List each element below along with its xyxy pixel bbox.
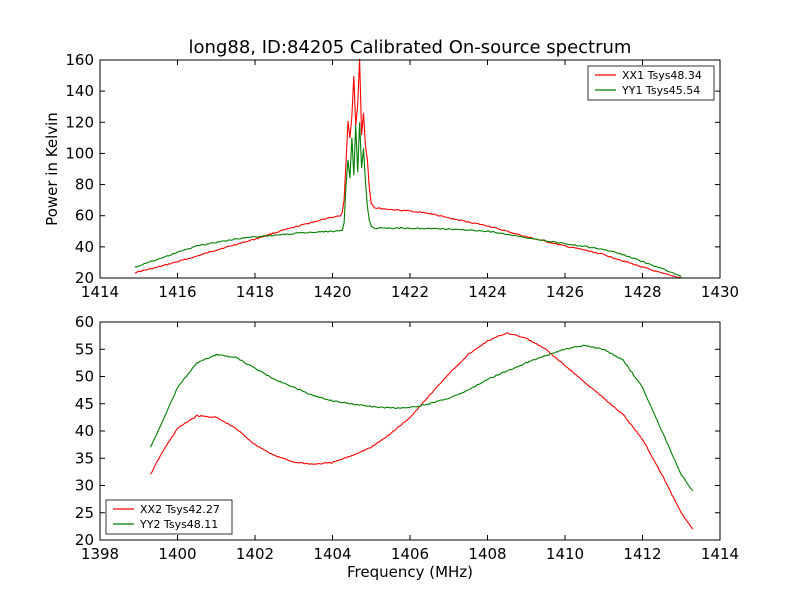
top-legend-label-2: YY1 Tsys45.54 bbox=[621, 84, 700, 97]
top-y-tick-label: 60 bbox=[75, 207, 94, 225]
bottom-x-tick-label: 1410 bbox=[546, 545, 584, 563]
top-y-tick-label: 20 bbox=[75, 269, 94, 287]
top-y-axis-label: Power in Kelvin bbox=[43, 112, 61, 226]
bottom-series-line-1 bbox=[149, 332, 694, 530]
top-x-tick-label: 1424 bbox=[468, 283, 506, 301]
bottom-y-tick-label: 20 bbox=[75, 531, 94, 549]
top-x-tick-label: 1428 bbox=[623, 283, 661, 301]
top-y-tick-label: 100 bbox=[65, 144, 94, 162]
top-series-line-1 bbox=[134, 58, 682, 279]
top-plot: 1414 1416 1418 1420 1422 1424 1426 1428 1430 20 40… bbox=[65, 51, 739, 301]
bottom-y-tick-label: 40 bbox=[75, 422, 94, 440]
bottom-plot: 1398 1400 1402 1404 1406 1408 1410 1412 1414 20 25… bbox=[75, 313, 739, 563]
top-y-tick-label: 80 bbox=[75, 176, 94, 194]
top-x-tick-label: 1418 bbox=[236, 283, 274, 301]
bottom-legend: XX2 Tsys42.27 YY2 Tsys48.11 bbox=[105, 499, 233, 535]
top-x-tick-label: 1416 bbox=[158, 283, 196, 301]
bottom-legend-label-2: YY2 Tsys48.11 bbox=[139, 518, 218, 531]
top-legend-box bbox=[587, 65, 715, 101]
top-x-tick-label: 1420 bbox=[313, 283, 351, 301]
top-y-tick-label: 120 bbox=[65, 113, 94, 131]
top-legend: XX1 Tsys48.34 YY1 Tsys45.54 bbox=[587, 65, 715, 101]
bottom-x-tick-label: 1408 bbox=[468, 545, 506, 563]
bottom-x-tick-label: 1406 bbox=[391, 545, 429, 563]
bottom-legend-box bbox=[105, 499, 233, 535]
bottom-y-tick-label: 55 bbox=[75, 340, 94, 358]
top-legend-label-1: XX1 Tsys48.34 bbox=[622, 69, 702, 82]
top-y-tick-label: 160 bbox=[65, 51, 94, 69]
figure-title: long88, ID:84205 Calibrated On-source sp… bbox=[189, 37, 632, 58]
bottom-y-tick-label: 35 bbox=[75, 449, 94, 467]
bottom-legend-label-1: XX2 Tsys42.27 bbox=[140, 503, 220, 516]
bottom-x-tick-label: 1404 bbox=[313, 545, 351, 563]
top-x-tick-label: 1414 bbox=[81, 283, 119, 301]
top-series-line-2 bbox=[134, 122, 682, 277]
bottom-y-tick-label: 45 bbox=[75, 395, 94, 413]
bottom-series-line-2 bbox=[149, 344, 694, 492]
x-axis-label: Frequency (MHz) bbox=[347, 563, 473, 581]
top-y-tick-label: 40 bbox=[75, 238, 94, 256]
top-x-tick-label: 1430 bbox=[701, 283, 739, 301]
bottom-x-tick-label: 1414 bbox=[701, 545, 739, 563]
bottom-x-tick-label: 1412 bbox=[623, 545, 661, 563]
bottom-x-tick-label: 1400 bbox=[158, 545, 196, 563]
bottom-y-tick-label: 60 bbox=[75, 313, 94, 331]
bottom-x-tick-label: 1402 bbox=[236, 545, 274, 563]
bottom-y-tick-label: 30 bbox=[75, 477, 94, 495]
bottom-y-tick-label: 50 bbox=[75, 368, 94, 386]
bottom-y-tick-label: 25 bbox=[75, 504, 94, 522]
bottom-x-tick-label: 1398 bbox=[81, 545, 119, 563]
top-y-tick-label: 140 bbox=[65, 82, 94, 100]
top-x-tick-label: 1422 bbox=[391, 283, 429, 301]
top-x-tick-label: 1426 bbox=[546, 283, 584, 301]
